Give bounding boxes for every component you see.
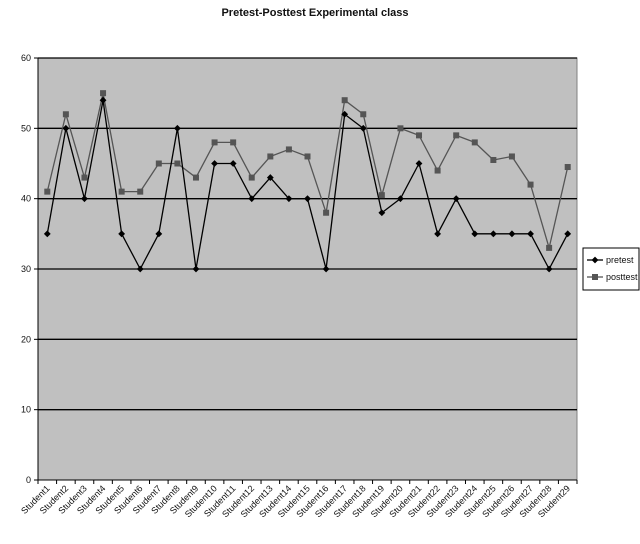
data-point-posttest	[211, 139, 218, 146]
data-point-posttest	[155, 160, 162, 167]
data-point-posttest	[100, 90, 107, 97]
legend-marker-posttest	[592, 274, 598, 280]
data-point-pretest	[415, 160, 423, 167]
data-point-posttest	[192, 174, 199, 181]
gridlines	[38, 57, 577, 411]
legend-label-pretest: pretest	[606, 255, 634, 265]
data-point-pretest	[266, 174, 274, 181]
legend: pretest posttest	[582, 247, 640, 291]
data-point-pretest	[341, 110, 349, 118]
data-point-pretest	[359, 124, 367, 132]
y-tick-label: 40	[21, 194, 31, 204]
series-markers	[43, 90, 572, 273]
y-tick-label: 10	[21, 405, 31, 415]
data-point-pretest	[489, 230, 497, 238]
data-point-pretest	[229, 160, 237, 167]
data-point-posttest	[434, 167, 441, 174]
data-point-pretest	[43, 230, 51, 238]
data-point-posttest	[137, 188, 144, 195]
legend-box	[582, 247, 640, 291]
y-tick-label: 60	[21, 53, 31, 63]
y-axis: 0 10 20 30 40 50 60	[21, 53, 39, 485]
data-point-pretest	[434, 230, 442, 238]
data-point-pretest	[192, 265, 200, 273]
data-point-pretest	[285, 195, 293, 203]
data-point-posttest	[81, 174, 88, 181]
data-point-pretest	[81, 195, 88, 203]
data-point-posttest	[323, 209, 330, 216]
data-point-pretest	[545, 265, 553, 273]
data-point-pretest	[173, 124, 181, 132]
data-point-posttest	[285, 146, 292, 153]
data-point-pretest	[155, 230, 163, 238]
legend-label-posttest: posttest	[606, 272, 638, 282]
x-axis: Student1Student2Student3Student4Student5…	[19, 479, 578, 519]
data-point-posttest	[248, 174, 255, 181]
data-point-posttest	[304, 153, 311, 160]
y-tick-label: 50	[21, 123, 31, 133]
data-point-posttest	[490, 156, 497, 163]
data-point-pretest	[136, 265, 144, 273]
data-point-posttest	[62, 111, 69, 118]
data-point-pretest	[248, 195, 256, 203]
data-point-pretest	[378, 209, 386, 217]
data-point-posttest	[453, 132, 460, 139]
data-point-posttest	[397, 125, 404, 132]
y-tick-label: 30	[21, 264, 31, 274]
data-point-posttest	[174, 160, 181, 167]
data-point-posttest	[546, 244, 553, 251]
data-point-posttest	[378, 192, 385, 199]
data-point-pretest	[62, 124, 70, 132]
data-point-posttest	[118, 188, 125, 195]
data-point-posttest	[527, 181, 534, 188]
data-point-pretest	[452, 195, 460, 203]
data-point-pretest	[99, 96, 107, 104]
data-point-pretest	[322, 265, 330, 273]
data-point-pretest	[118, 230, 126, 238]
data-point-pretest	[508, 230, 516, 238]
chart-title: Pretest-Posttest Experimental class	[221, 7, 408, 19]
y-tick-label: 0	[26, 475, 31, 485]
legend-marker-pretest	[591, 256, 599, 264]
data-point-posttest	[360, 111, 367, 118]
data-point-posttest	[416, 132, 423, 139]
data-point-posttest	[508, 153, 515, 160]
data-point-pretest	[304, 195, 311, 203]
data-point-posttest	[341, 97, 348, 104]
data-point-posttest	[230, 139, 237, 146]
data-point-pretest	[397, 195, 404, 203]
data-point-pretest	[564, 230, 572, 238]
data-point-posttest	[267, 153, 274, 160]
data-point-posttest	[564, 164, 571, 171]
data-point-posttest	[471, 139, 478, 146]
data-point-pretest	[527, 230, 534, 238]
data-point-pretest	[211, 160, 218, 167]
data-point-pretest	[471, 230, 479, 238]
y-tick-label: 20	[21, 334, 31, 344]
data-point-posttest	[44, 188, 51, 195]
